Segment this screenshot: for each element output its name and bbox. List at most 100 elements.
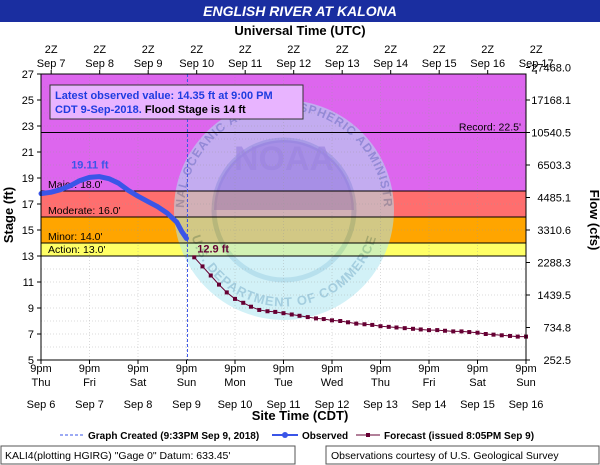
x-tick-day: Tue (274, 377, 293, 389)
flow-tick-label: 1439.5 (537, 290, 571, 302)
footer-datum: KALI4(plotting HGIRG) "Gage 0" Datum: 63… (5, 450, 230, 462)
utc-tick-time: 2Z (142, 44, 155, 56)
utc-tick-date: Sep 12 (276, 58, 311, 70)
forecast-point (249, 304, 254, 309)
x-tick-date: Sep 7 (75, 399, 104, 411)
x-tick-day: Sun (516, 377, 536, 389)
forecast-point (370, 322, 375, 327)
y-tick-label: 9 (28, 303, 34, 315)
utc-tick-time: 2Z (530, 44, 543, 56)
x-tick-time: 9pm (418, 363, 439, 375)
y-tick-label: 13 (22, 251, 34, 263)
forecast-point (216, 282, 221, 287)
utc-tick-time: 2Z (239, 44, 252, 56)
latest-value-box-bg (49, 84, 304, 120)
forecast-point (192, 255, 197, 260)
forecast-point (427, 328, 431, 333)
threshold-label-action: Action: 13.0' (48, 244, 105, 256)
forecast-point (443, 328, 448, 333)
x-tick-day: Sat (130, 377, 147, 389)
x-tick-date: Sep 10 (218, 399, 253, 411)
x-tick-date: Sep 16 (509, 399, 544, 411)
footer-left-box (0, 445, 296, 465)
x-tick-date: Sep 12 (315, 399, 350, 411)
y-tick-label: 15 (22, 225, 34, 237)
observed-series-line (38, 174, 189, 241)
utc-tick-time: 2Z (384, 44, 397, 56)
forecast-point (507, 333, 512, 338)
x-tick-date: Sep 14 (412, 399, 447, 411)
legend-forecast-label: Forecast (issued 8:05PM Sep 9) (384, 431, 534, 442)
flow-tick-label: 3310.6 (537, 225, 571, 237)
x-tick-time: 9pm (321, 363, 342, 375)
forecast-point (208, 273, 213, 278)
utc-tick-time: 2Z (336, 44, 349, 56)
forecast-point (338, 319, 343, 323)
forecast-point (435, 328, 440, 333)
bottom-axis-title: Site Time (CDT) (252, 408, 349, 423)
utc-tick-time: 2Z (287, 44, 300, 56)
y-tick-label: 21 (22, 147, 34, 159)
top-axis-title: Universal Time (UTC) (234, 23, 365, 38)
x-tick-day: Fri (423, 377, 436, 389)
x-tick-day: Sat (469, 377, 486, 389)
x-tick-time: 9pm (515, 363, 536, 375)
x-tick-day: Wed (321, 377, 343, 389)
utc-tick-time: 2Z (190, 44, 203, 56)
forecast-point (451, 329, 456, 334)
forecast-start-label: 12.9 ft (197, 243, 229, 255)
x-tick-date: Sep 15 (460, 399, 495, 411)
watermark-disc (174, 100, 394, 320)
forecast-point (305, 315, 310, 320)
y-tick-label: 25 (22, 95, 34, 107)
x-tick-date: Sep 11 (266, 399, 300, 411)
utc-tick-time: 2Z (93, 44, 106, 56)
forecast-point (273, 309, 278, 314)
x-tick-time: 9pm (224, 363, 245, 375)
utc-tick-date: Sep 16 (470, 58, 505, 70)
forecast-point (475, 330, 480, 335)
forecast-point (241, 300, 246, 305)
y-tick-label: 11 (23, 277, 34, 289)
flow-tick-label: 10540.5 (531, 128, 571, 140)
utc-tick-time: 2Z (481, 44, 494, 56)
flow-tick-label: 734.8 (543, 323, 571, 335)
chart-title: ENGLISH RIVER AT KALONA (203, 3, 397, 19)
utc-tick-date: Sep 15 (422, 58, 457, 70)
threshold-lines: Action: 13.0'Minor: 14.0' Moderate: 16.0'… (41, 74, 526, 360)
forecast-point (313, 316, 318, 321)
observed-peak-label: 19.11 ft (71, 160, 109, 172)
left-axis-title: Stage (ft) (1, 187, 16, 243)
data-series: 19.11 ft 12.9 ft (38, 160, 528, 339)
x-tick-time: 9pm (127, 363, 148, 375)
forecast-point (265, 309, 270, 314)
legend-observed-marker (282, 432, 288, 438)
forecast-point (491, 332, 496, 337)
x-tick-time: 9pm (467, 363, 488, 375)
forecast-point (483, 332, 488, 336)
utc-tick-date: Sep 13 (325, 58, 360, 70)
flow-tick-label: 6503.3 (537, 160, 571, 172)
threshold-label-minor: Minor: 14.0' (48, 231, 103, 243)
utc-tick-date: Sep 7 (37, 58, 66, 70)
x-tick-day: Sun (177, 377, 197, 389)
flood-stage-note: Flood Stage is 14 ft (142, 104, 246, 116)
utc-tick-date: Sep 14 (373, 58, 408, 70)
flow-tick-label: 2288.3 (537, 258, 571, 270)
watermark-top (214, 140, 354, 210)
x-tick-date: Sep 13 (363, 399, 398, 411)
utc-tick-date: Sep 17 (519, 58, 554, 70)
flow-tick-label: 252.5 (543, 355, 571, 367)
x-tick-day: Thu (32, 377, 51, 389)
forecast-point (378, 324, 383, 329)
utc-tick-time: 2Z (433, 44, 446, 56)
forecast-point (499, 333, 504, 338)
utc-tick-date: Sep 8 (85, 58, 114, 70)
x-tick-date: Sep 9 (172, 399, 201, 411)
forecast-point (418, 327, 423, 332)
latest-value-date: CDT 9-Sep-2018. (55, 104, 142, 116)
x-tick-time: 9pm (30, 363, 51, 375)
forecast-point (402, 326, 407, 331)
forecast-point (281, 311, 286, 316)
